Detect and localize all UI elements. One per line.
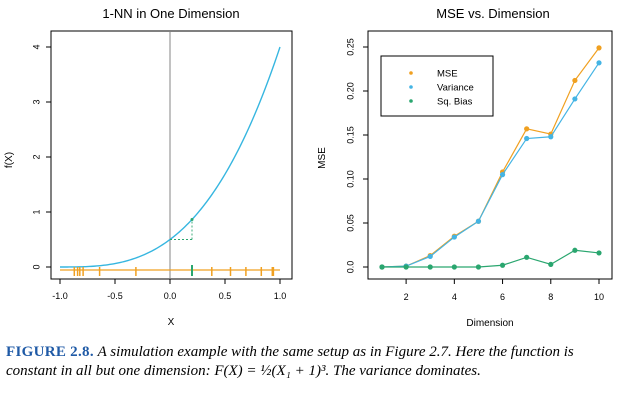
point-sq-bias xyxy=(596,250,602,256)
left-plot-area xyxy=(60,32,281,278)
point-sq-bias xyxy=(427,264,433,270)
point-mse xyxy=(524,126,530,132)
right-x-tick-label: 8 xyxy=(548,292,553,302)
left-panel: 1-NN in One Dimension X f(X) -1.0 -0.5 0.0… xyxy=(4,6,293,328)
right-x-tick-label: 6 xyxy=(500,292,505,302)
right-y-tick-label: 0.10 xyxy=(345,170,355,188)
right-x-tick-label: 2 xyxy=(404,292,409,302)
left-x-tick-label: 1.0 xyxy=(274,291,287,301)
left-xlabel: X xyxy=(168,317,175,328)
left-ylabel: f(X) xyxy=(4,152,15,168)
right-x-tick-label: 4 xyxy=(452,292,457,302)
right-panel: MSE vs. Dimension Dimension MSE 2 4 6 8 10 0… xyxy=(317,6,613,329)
left-x-tick-label: -1.0 xyxy=(52,291,68,301)
point-variance xyxy=(572,96,578,102)
right-title: MSE vs. Dimension xyxy=(436,6,549,21)
nn-point xyxy=(190,217,194,221)
figure: 1-NN in One Dimension X f(X) -1.0 -0.5 0.0… xyxy=(4,6,613,329)
right-ylabel: MSE xyxy=(317,147,328,169)
right-x-tick-label: 10 xyxy=(594,292,604,302)
legend-label: Variance xyxy=(437,83,474,94)
point-sq-bias xyxy=(403,264,409,270)
left-title: 1-NN in One Dimension xyxy=(102,6,239,21)
right-y-tick-label: 0.15 xyxy=(345,126,355,144)
right-x-ticks: 2 4 6 8 10 xyxy=(404,279,604,302)
left-y-tick-label: 4 xyxy=(31,44,41,49)
left-x-tick-label: -0.5 xyxy=(107,291,123,301)
right-y-tick-label: 0.05 xyxy=(345,214,355,232)
right-xlabel: Dimension xyxy=(466,318,513,329)
right-plot-frame xyxy=(367,30,613,280)
series-line-variance xyxy=(381,62,600,268)
point-variance xyxy=(499,172,506,178)
point-sq-bias xyxy=(451,264,457,270)
right-plot-area xyxy=(379,45,602,270)
point-variance xyxy=(596,60,602,66)
point-mse xyxy=(572,77,578,84)
point-sq-bias xyxy=(548,261,554,267)
legend-marker xyxy=(409,71,413,75)
point-sq-bias xyxy=(475,264,482,270)
legend-label: MSE xyxy=(437,69,458,80)
point-variance xyxy=(548,134,554,140)
figure-caption: FIGURE 2.8. A simulation example with th… xyxy=(6,343,614,381)
left-x-tick-label: 0.0 xyxy=(164,291,177,301)
legend-marker xyxy=(409,99,413,103)
point-sq-bias xyxy=(379,264,385,270)
legend-label: Sq. Bias xyxy=(437,97,473,108)
left-y-tick-label: 3 xyxy=(31,99,41,104)
left-y-ticks: 0 1 2 3 4 xyxy=(31,44,51,270)
left-x-tick-label: 0.5 xyxy=(219,291,232,301)
point-sq-bias xyxy=(499,262,506,268)
legend-box xyxy=(380,55,494,117)
point-variance xyxy=(524,135,530,142)
caption-text: A simulation example with the same setup… xyxy=(6,344,574,379)
right-y-tick-label: 0.0 xyxy=(345,261,355,274)
left-y-tick-label: 2 xyxy=(31,154,41,159)
point-mse xyxy=(596,45,602,51)
point-sq-bias xyxy=(524,254,530,260)
series-line-sq-bias xyxy=(382,249,600,268)
left-y-tick-label: 1 xyxy=(31,209,41,214)
caption-label: FIGURE 2.8. xyxy=(6,344,94,360)
point-sq-bias xyxy=(572,247,578,253)
left-y-tick-label: 0 xyxy=(31,264,41,269)
point-variance xyxy=(451,234,457,240)
right-y-tick-label: 0.20 xyxy=(345,82,355,100)
point-variance xyxy=(475,218,482,224)
left-plot-frame xyxy=(50,30,293,280)
legend-marker xyxy=(409,85,413,89)
right-legend: MSE Variance Sq. Bias xyxy=(380,55,494,117)
left-x-ticks: -1.0 -0.5 0.0 0.5 1.0 xyxy=(52,279,286,301)
right-y-ticks: 0.0 0.05 0.10 0.15 0.20 0.25 xyxy=(345,38,368,273)
right-y-tick-label: 0.25 xyxy=(345,38,355,56)
point-variance xyxy=(427,253,433,260)
